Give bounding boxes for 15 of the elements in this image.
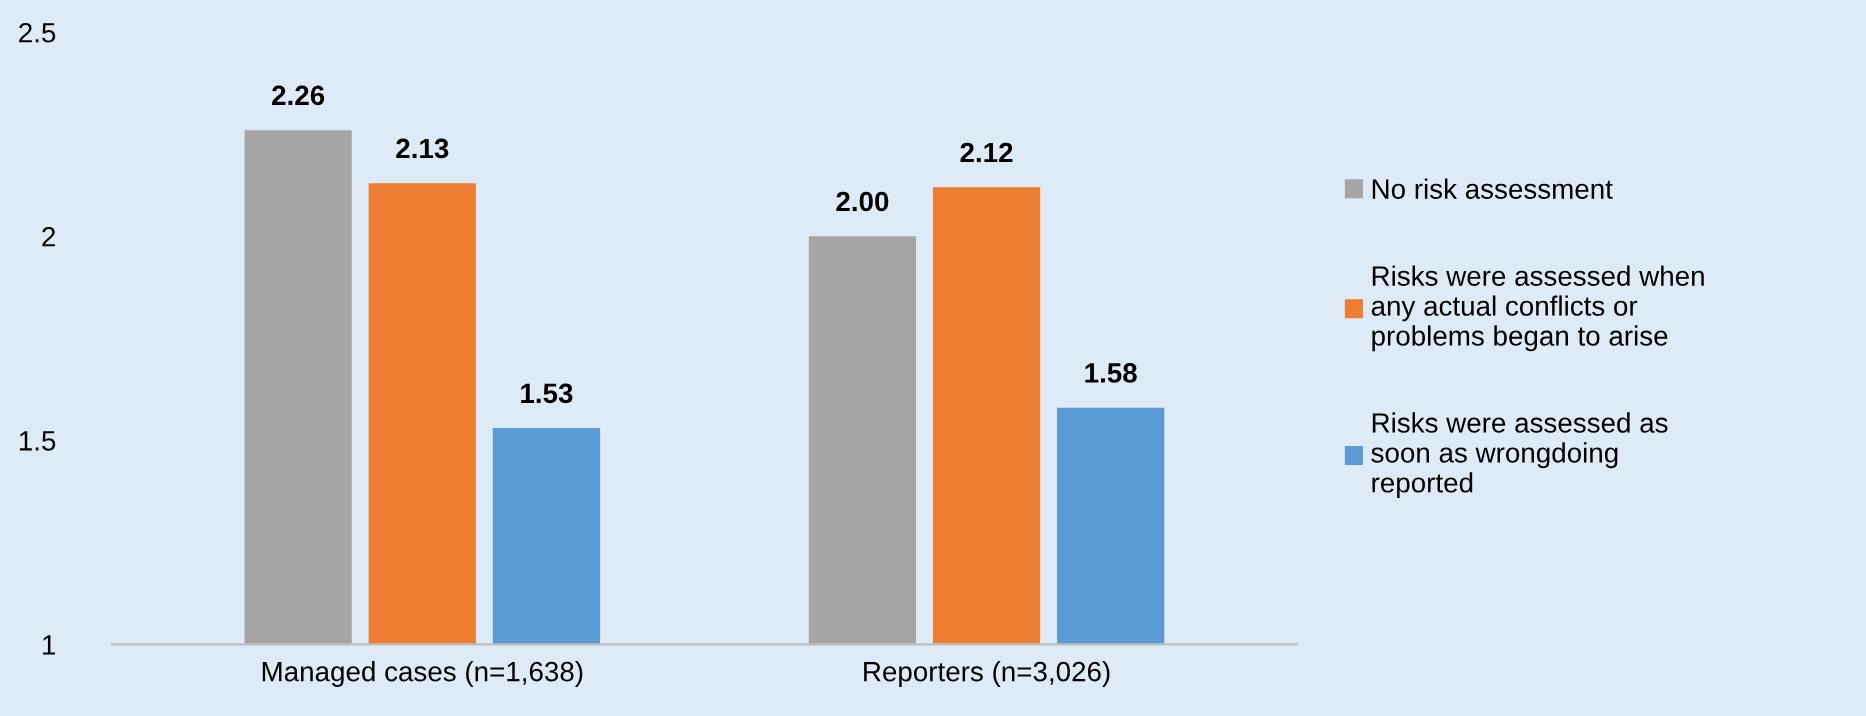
y-tick-label: 1 [43, 635, 56, 655]
legend-label: Risks were assessed when any actual conflicts or problems began to arise [1371, 265, 1704, 352]
data-label: 1.58 [1085, 363, 1137, 383]
y-tick-label: 1.5 [19, 431, 56, 451]
data-label: 2.00 [836, 191, 889, 212]
legend-label: Risks were assessed as soon as wrongdoing reported [1371, 412, 1668, 499]
x-tick-label: Reporters (n=3,026) [864, 661, 1110, 687]
data-label: 1.53 [521, 383, 573, 404]
data-label: 2.26 [272, 85, 325, 106]
x-tick-label: Managed cases (n=1,638) [262, 661, 583, 687]
data-label: 2.12 [960, 142, 1013, 163]
y-tick-label: 2.5 [19, 22, 56, 43]
legend-label: No risk assessment [1372, 178, 1613, 199]
data-label: 2.13 [396, 138, 449, 159]
y-tick-label: 2 [42, 226, 56, 247]
